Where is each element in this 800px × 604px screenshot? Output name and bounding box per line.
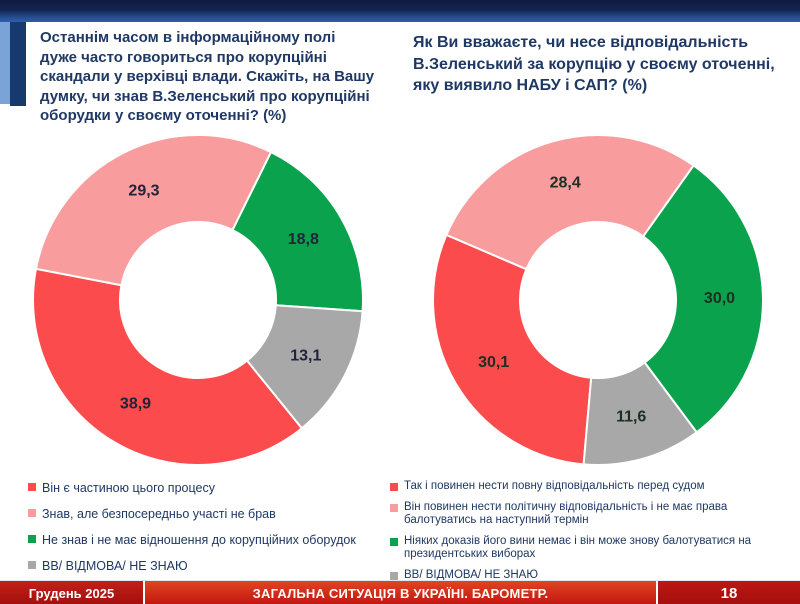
legend-color-swatch [390, 537, 398, 546]
legend-color-swatch [390, 571, 398, 580]
footer-page-number: 18 [658, 581, 800, 604]
donut-slice [582, 361, 699, 466]
right-donut-chart: 30,1 28,4 30,0 11,6 [432, 134, 764, 466]
top-banner [0, 0, 800, 22]
slice-value-label: 29,3 [128, 183, 159, 200]
donut-slice [32, 267, 304, 466]
legend-label: ВВ/ ВІДМОВА/ НЕ ЗНАЮ [404, 568, 538, 581]
legend-label: ВВ/ ВІДМОВА/ НЕ ЗНАЮ [42, 559, 188, 573]
left-chart-legend: Він є частиною цього процесу Знав, але бе… [28, 480, 398, 584]
legend-color-swatch [28, 561, 36, 569]
legend-item: Знав, але безпосередньо участі не брав [28, 506, 398, 522]
legend-color-swatch [390, 503, 398, 512]
donut-slice [245, 304, 364, 430]
legend-item: Він повинен нести політичну відповідальн… [390, 501, 798, 528]
legend-color-swatch [28, 535, 36, 543]
legend-item: Ніяких доказів його вини немає і він мож… [390, 535, 798, 562]
donut-slice [432, 233, 593, 466]
left-chart-question: Останнім часом в інформаційному полі дуж… [40, 29, 375, 124]
slice-value-label: 18,8 [288, 231, 319, 248]
legend-color-swatch [28, 483, 36, 491]
slice-value-label: 11,6 [616, 408, 646, 425]
slice-value-label: 30,0 [704, 290, 735, 307]
legend-item: Так і повинен нести повну відповідальніс… [390, 480, 798, 494]
footer-date: Грудень 2025 [0, 581, 145, 604]
right-chart-question: Як Ви вважаєте, чи несе відповідальність… [413, 34, 775, 94]
legend-item: Не знав і не має відношення до корупційн… [28, 532, 398, 548]
slice-value-label: 30,1 [478, 354, 509, 371]
donut-slice [34, 134, 273, 287]
slice-value-label: 38,9 [120, 396, 151, 413]
footer-bar: Грудень 2025 ЗАГАЛЬНА СИТУАЦІЯ В УКРАЇНІ… [0, 580, 800, 604]
left-accent-light-bar [0, 22, 10, 104]
legend-color-swatch [390, 483, 398, 491]
legend-item: ВВ/ ВІДМОВА/ НЕ ЗНАЮ [390, 569, 798, 583]
legend-label: Так і повинен нести повну відповідальніс… [404, 480, 705, 492]
legend-item: ВВ/ ВІДМОВА/ НЕ ЗНАЮ [28, 558, 398, 574]
legend-color-swatch [28, 509, 36, 517]
donut-slice [445, 134, 695, 271]
left-accent-navy-bar [10, 22, 26, 106]
right-chart-legend: Так і повинен нести повну відповідальніс… [390, 480, 798, 589]
legend-label: Не знав і не має відношення до корупційн… [42, 533, 356, 547]
legend-item: Він є частиною цього процесу [28, 480, 398, 496]
donut-slice [231, 150, 364, 313]
slice-value-label: 13,1 [290, 348, 321, 365]
donut-slice [641, 164, 764, 434]
legend-label: Ніяких доказів його вини немає і він мож… [404, 534, 752, 561]
legend-label: Знав, але безпосередньо участі не брав [42, 507, 276, 521]
legend-label: Він є частиною цього процесу [42, 481, 215, 495]
footer-report-title: ЗАГАЛЬНА СИТУАЦІЯ В УКРАЇНІ. БАРОМЕТР. [145, 581, 658, 604]
slice-value-label: 28,4 [550, 175, 581, 192]
legend-label: Він повинен нести політичну відповідальн… [404, 500, 728, 527]
left-donut-chart: 38,9 29,3 18,8 13,1 [32, 134, 364, 466]
